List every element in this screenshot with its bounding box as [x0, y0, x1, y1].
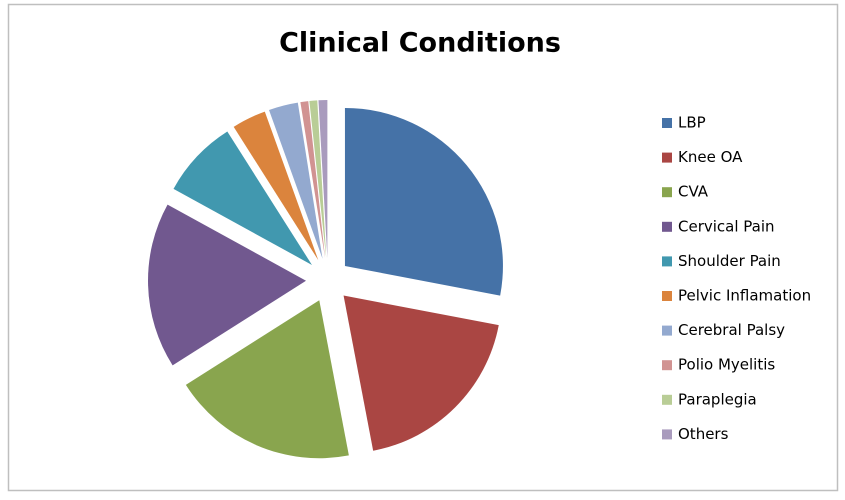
pie-slice: [344, 107, 503, 296]
pie-slice: [173, 131, 312, 265]
legend-swatch: [662, 394, 672, 405]
legend-swatch: [662, 221, 672, 232]
legend-label: Knee OA: [678, 148, 743, 166]
pie-slice: [300, 101, 326, 259]
pie-slice: [309, 100, 327, 259]
pie-slice: [343, 295, 499, 451]
legend-label: Others: [678, 425, 729, 443]
pie-slice: [233, 111, 319, 261]
legend-swatch: [662, 325, 672, 336]
legend-swatch: [662, 429, 672, 440]
legend-label: CVA: [678, 183, 709, 201]
pie: [148, 100, 503, 459]
legend-label: Shoulder Pain: [678, 252, 781, 270]
chart-title: Clinical Conditions: [279, 28, 561, 59]
legend-label: Paraplegia: [678, 390, 757, 408]
legend-swatch: [662, 118, 672, 128]
legend-swatch: [662, 291, 672, 301]
pie-slice: [185, 300, 349, 459]
legend-label: Cervical Pain: [678, 217, 775, 235]
legend: LBP Knee OA CVA Cervical Pain Shoulder Pain P…: [662, 114, 811, 443]
pie-slice: [148, 204, 307, 366]
pie-slice: [269, 102, 323, 259]
legend-swatch: [662, 187, 672, 198]
legend-label: Pelvic Inflamation: [678, 287, 811, 305]
legend-label: Cerebral Palsy: [678, 321, 785, 339]
legend-swatch: [662, 360, 672, 371]
legend-swatch: [662, 152, 672, 163]
pie-slice: [318, 100, 328, 259]
legend-swatch: [662, 256, 672, 267]
legend-label: LBP: [678, 114, 706, 132]
legend-label: Polio Myelitis: [678, 356, 775, 374]
